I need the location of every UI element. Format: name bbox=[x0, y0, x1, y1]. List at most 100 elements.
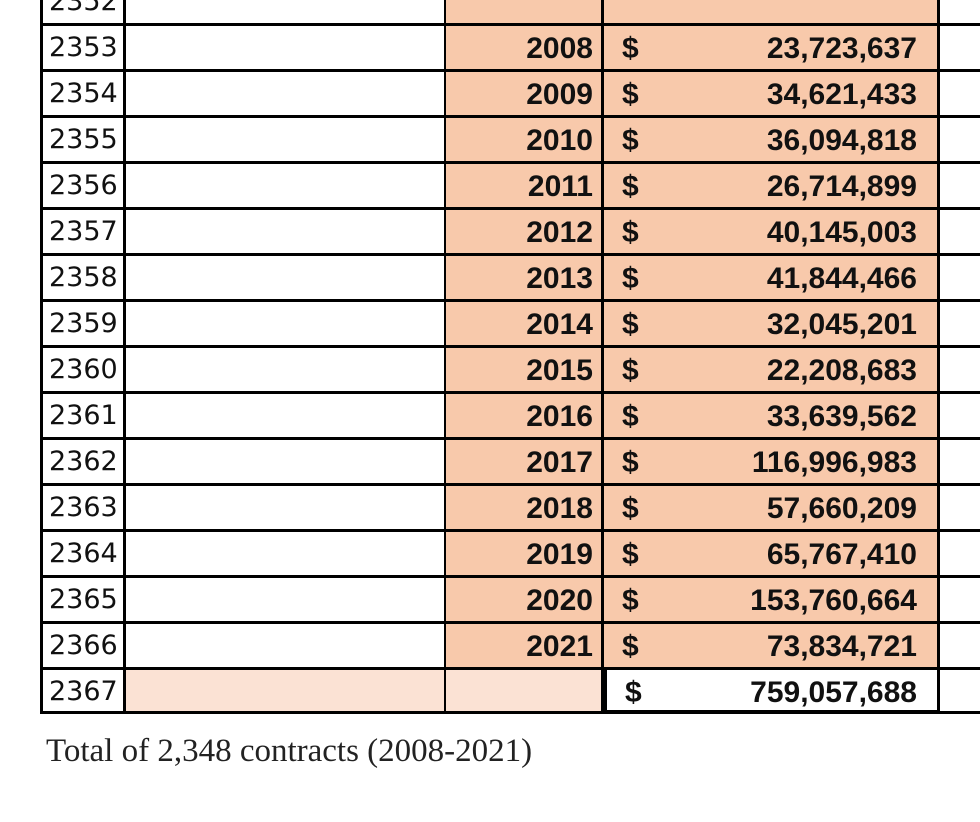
empty-cell[interactable] bbox=[126, 622, 446, 668]
table-row: 2365 2020 $153,760,664 bbox=[0, 576, 980, 622]
table-caption: Total of 2,348 contracts (2008-2021) bbox=[46, 733, 533, 769]
currency-symbol: $ bbox=[622, 446, 639, 479]
currency-symbol: $ bbox=[622, 538, 639, 571]
empty-cell[interactable] bbox=[940, 484, 980, 530]
table-row: 2366 2021 $73,834,721 bbox=[0, 622, 980, 668]
empty-cell[interactable] bbox=[940, 70, 980, 116]
empty-cell[interactable] bbox=[940, 0, 980, 24]
row-header[interactable]: 2357 bbox=[40, 208, 126, 254]
table-row: 2362 2017 $116,996,983 bbox=[0, 438, 980, 484]
row-header[interactable]: 2362 bbox=[40, 438, 126, 484]
row-header[interactable]: 2359 bbox=[40, 300, 126, 346]
empty-cell[interactable] bbox=[940, 208, 980, 254]
amount-value: 73,834,721 bbox=[766, 630, 917, 663]
row-header[interactable]: 2353 bbox=[40, 24, 126, 70]
empty-cell[interactable] bbox=[126, 484, 446, 530]
year-cell[interactable]: 2009 bbox=[446, 70, 604, 116]
empty-cell[interactable] bbox=[126, 0, 446, 24]
row-header[interactable]: 2352 bbox=[40, 0, 126, 24]
year-cell[interactable]: 2019 bbox=[446, 530, 604, 576]
empty-cell[interactable] bbox=[940, 24, 980, 70]
row-header[interactable]: 2363 bbox=[40, 484, 126, 530]
empty-cell[interactable] bbox=[940, 116, 980, 162]
amount-cell[interactable]: $116,996,983 bbox=[604, 438, 940, 484]
empty-cell[interactable] bbox=[126, 70, 446, 116]
amount-cell[interactable]: $33,639,562 bbox=[604, 392, 940, 438]
empty-cell[interactable] bbox=[126, 162, 446, 208]
row-header[interactable]: 2355 bbox=[40, 116, 126, 162]
amount-cell[interactable]: $40,145,003 bbox=[604, 208, 940, 254]
year-cell[interactable]: 2020 bbox=[446, 576, 604, 622]
amount-cell[interactable]: $73,834,721 bbox=[604, 622, 940, 668]
currency-symbol: $ bbox=[622, 216, 639, 249]
amount-cell[interactable]: $153,760,664 bbox=[604, 576, 940, 622]
empty-cell[interactable] bbox=[126, 208, 446, 254]
year-cell[interactable]: 2015 bbox=[446, 346, 604, 392]
empty-cell[interactable] bbox=[940, 576, 980, 622]
amount-cell[interactable]: $34,621,433 bbox=[604, 70, 940, 116]
empty-cell[interactable] bbox=[126, 24, 446, 70]
row-header[interactable]: 2366 bbox=[40, 622, 126, 668]
empty-cell[interactable] bbox=[940, 530, 980, 576]
year-cell[interactable] bbox=[446, 0, 604, 24]
row-header[interactable]: 2356 bbox=[40, 162, 126, 208]
empty-cell[interactable] bbox=[940, 300, 980, 346]
year-cell[interactable]: 2016 bbox=[446, 392, 604, 438]
row-header[interactable]: 2364 bbox=[40, 530, 126, 576]
amount-cell[interactable]: $41,844,466 bbox=[604, 254, 940, 300]
amount-cell[interactable]: $57,660,209 bbox=[604, 484, 940, 530]
amount-value: 33,639,562 bbox=[766, 400, 917, 433]
currency-symbol: $ bbox=[622, 308, 639, 341]
amount-cell[interactable]: $36,094,818 bbox=[604, 116, 940, 162]
amount-cell[interactable]: $32,045,201 bbox=[604, 300, 940, 346]
row-header[interactable]: 2358 bbox=[40, 254, 126, 300]
empty-cell[interactable] bbox=[940, 392, 980, 438]
row-header[interactable]: 2365 bbox=[40, 576, 126, 622]
amount-value: 153,760,664 bbox=[750, 584, 917, 617]
empty-cell[interactable] bbox=[940, 162, 980, 208]
row-header[interactable]: 2360 bbox=[40, 346, 126, 392]
year-cell[interactable]: 2018 bbox=[446, 484, 604, 530]
amount-cell[interactable]: $26,714,899 bbox=[604, 162, 940, 208]
row-header[interactable]: 2367 bbox=[40, 668, 126, 714]
empty-cell[interactable] bbox=[126, 438, 446, 484]
currency-symbol: $ bbox=[625, 676, 642, 709]
amount-value: 26,714,899 bbox=[766, 170, 917, 203]
amount-cell[interactable]: $23,723,637 bbox=[604, 24, 940, 70]
year-cell[interactable]: 2008 bbox=[446, 24, 604, 70]
year-cell[interactable]: 2012 bbox=[446, 208, 604, 254]
year-cell[interactable]: 2010 bbox=[446, 116, 604, 162]
amount-value: 40,145,003 bbox=[766, 216, 917, 249]
empty-cell[interactable] bbox=[126, 392, 446, 438]
empty-cell[interactable] bbox=[126, 668, 446, 714]
currency-symbol: $ bbox=[622, 124, 639, 157]
year-cell[interactable]: 2011 bbox=[446, 162, 604, 208]
empty-cell[interactable] bbox=[126, 346, 446, 392]
empty-cell[interactable] bbox=[126, 576, 446, 622]
empty-cell[interactable] bbox=[940, 346, 980, 392]
empty-cell[interactable] bbox=[126, 530, 446, 576]
year-cell[interactable]: 2017 bbox=[446, 438, 604, 484]
row-header[interactable]: 2354 bbox=[40, 70, 126, 116]
empty-cell[interactable] bbox=[446, 668, 604, 714]
table-row: 2357 2012 $40,145,003 bbox=[0, 208, 980, 254]
empty-cell[interactable] bbox=[940, 622, 980, 668]
table-row: 2363 2018 $57,660,209 bbox=[0, 484, 980, 530]
year-cell[interactable]: 2021 bbox=[446, 622, 604, 668]
empty-cell[interactable] bbox=[940, 254, 980, 300]
amount-cell[interactable]: $22,208,683 bbox=[604, 346, 940, 392]
currency-symbol: $ bbox=[622, 32, 639, 65]
row-header[interactable]: 2361 bbox=[40, 392, 126, 438]
empty-cell[interactable] bbox=[940, 438, 980, 484]
empty-cell[interactable] bbox=[126, 300, 446, 346]
currency-symbol: $ bbox=[622, 170, 639, 203]
year-cell[interactable]: 2013 bbox=[446, 254, 604, 300]
empty-cell[interactable] bbox=[940, 668, 980, 714]
year-cell[interactable]: 2014 bbox=[446, 300, 604, 346]
amount-cell[interactable] bbox=[604, 0, 940, 24]
amount-cell[interactable]: $65,767,410 bbox=[604, 530, 940, 576]
total-amount-cell[interactable]: $759,057,688 bbox=[604, 668, 940, 714]
amount-value: 32,045,201 bbox=[766, 308, 917, 341]
empty-cell[interactable] bbox=[126, 116, 446, 162]
empty-cell[interactable] bbox=[126, 254, 446, 300]
